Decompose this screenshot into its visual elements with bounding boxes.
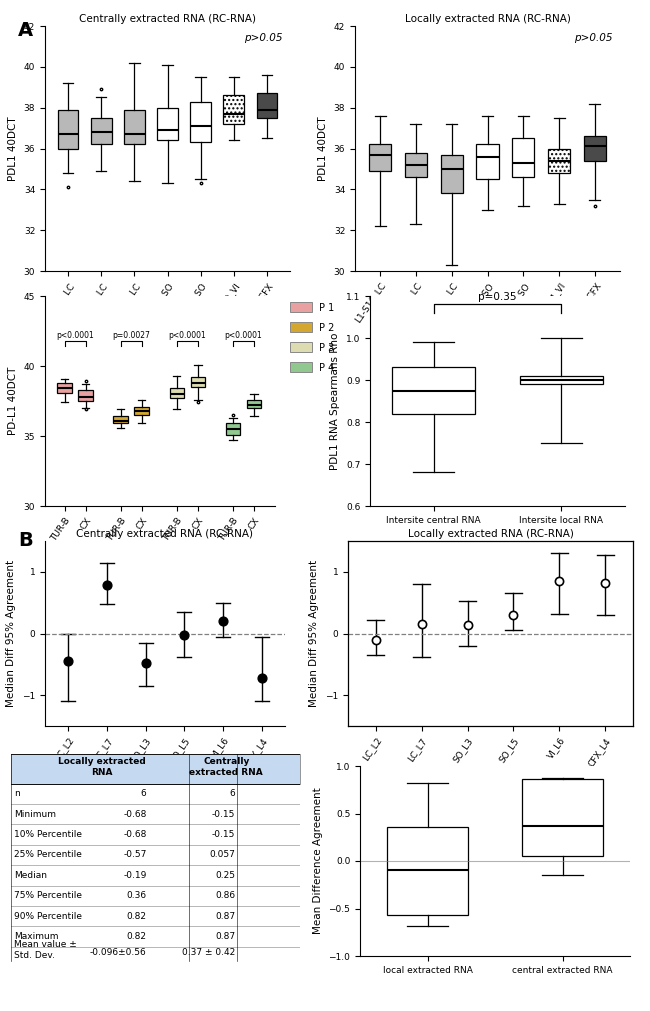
Point xyxy=(102,577,112,593)
PathPatch shape xyxy=(57,383,72,392)
Text: p<0.0001: p<0.0001 xyxy=(57,331,94,340)
Text: n: n xyxy=(14,790,20,799)
PathPatch shape xyxy=(584,136,606,161)
Point xyxy=(218,613,228,629)
PathPatch shape xyxy=(369,145,391,171)
Y-axis label: Median Diff 95% Agreement: Median Diff 95% Agreement xyxy=(309,560,319,707)
Point xyxy=(508,607,519,623)
Title: Locally extracted RNA (RC-RNA): Locally extracted RNA (RC-RNA) xyxy=(408,529,573,539)
Text: Locally extracted
RNA: Locally extracted RNA xyxy=(58,757,146,776)
Text: 0.87: 0.87 xyxy=(215,912,235,921)
Point xyxy=(179,627,190,643)
Text: 0.25: 0.25 xyxy=(215,870,235,880)
Text: Mean value ±
Std. Dev.: Mean value ± Std. Dev. xyxy=(14,940,77,959)
Title: Centrally extracted RNA (RC-RNA): Centrally extracted RNA (RC-RNA) xyxy=(79,14,256,24)
Text: 10% Percentile: 10% Percentile xyxy=(14,830,82,839)
Point xyxy=(554,573,565,589)
Text: p>0.05: p>0.05 xyxy=(244,33,283,43)
PathPatch shape xyxy=(58,110,79,149)
Y-axis label: Mean Difference Agreement: Mean Difference Agreement xyxy=(313,788,323,934)
PathPatch shape xyxy=(512,139,534,177)
Text: p<0.0001: p<0.0001 xyxy=(224,331,263,340)
Text: 0.86: 0.86 xyxy=(215,892,235,900)
PathPatch shape xyxy=(257,93,277,118)
Text: p>0.05: p>0.05 xyxy=(573,33,612,43)
Text: 75% Percentile: 75% Percentile xyxy=(14,892,82,900)
Text: B: B xyxy=(18,531,32,550)
PathPatch shape xyxy=(190,377,205,387)
PathPatch shape xyxy=(226,424,240,435)
FancyBboxPatch shape xyxy=(11,753,300,784)
Point xyxy=(600,575,610,591)
Point xyxy=(140,655,151,671)
Legend: P 1, P 2, P 3, P 4: P 1, P 2, P 3, P 4 xyxy=(285,296,341,378)
Text: A: A xyxy=(18,21,33,40)
Text: -0.15: -0.15 xyxy=(212,810,235,819)
Y-axis label: Median Diff 95% Agreement: Median Diff 95% Agreement xyxy=(6,560,16,707)
Text: 0.37 ± 0.42: 0.37 ± 0.42 xyxy=(182,948,235,957)
Point xyxy=(370,632,381,648)
Y-axis label: PDL1 RNA Spearmans Rho: PDL1 RNA Spearmans Rho xyxy=(330,333,341,470)
Point xyxy=(462,618,473,634)
Title: Locally extracted RNA (RC-RNA): Locally extracted RNA (RC-RNA) xyxy=(404,14,571,24)
Text: Median: Median xyxy=(14,870,47,880)
Text: 0.82: 0.82 xyxy=(127,912,147,921)
Text: 0.82: 0.82 xyxy=(127,932,147,941)
PathPatch shape xyxy=(522,779,603,855)
Text: p=0.35: p=0.35 xyxy=(478,292,517,302)
Text: -0.15: -0.15 xyxy=(212,830,235,839)
Y-axis label: PDL1 40DCT: PDL1 40DCT xyxy=(8,116,18,181)
PathPatch shape xyxy=(387,827,468,915)
PathPatch shape xyxy=(393,367,475,413)
Text: -0.096±0.56: -0.096±0.56 xyxy=(90,948,147,957)
PathPatch shape xyxy=(114,417,128,424)
Text: Centrally
extracted RNA: Centrally extracted RNA xyxy=(189,757,263,776)
Text: 6: 6 xyxy=(229,790,235,799)
PathPatch shape xyxy=(91,118,112,145)
Text: p<0.0001: p<0.0001 xyxy=(168,331,206,340)
PathPatch shape xyxy=(224,95,244,124)
PathPatch shape xyxy=(548,149,570,173)
PathPatch shape xyxy=(246,399,261,408)
Point xyxy=(257,670,267,686)
Text: 0.057: 0.057 xyxy=(209,850,235,859)
PathPatch shape xyxy=(79,390,93,401)
Text: 6: 6 xyxy=(141,790,147,799)
Text: -0.68: -0.68 xyxy=(124,830,147,839)
PathPatch shape xyxy=(170,388,184,398)
PathPatch shape xyxy=(135,406,149,415)
PathPatch shape xyxy=(157,107,177,141)
Text: -0.68: -0.68 xyxy=(124,810,147,819)
Y-axis label: PD-L1 40DCT: PD-L1 40DCT xyxy=(8,367,18,435)
Text: p=0.0027: p=0.0027 xyxy=(112,331,150,340)
Title: Centrally extracted RNA (RC-RNA): Centrally extracted RNA (RC-RNA) xyxy=(77,529,254,539)
PathPatch shape xyxy=(476,145,499,179)
Text: 0.36: 0.36 xyxy=(127,892,147,900)
Y-axis label: PDL1 40DCT: PDL1 40DCT xyxy=(318,116,328,181)
PathPatch shape xyxy=(190,101,211,143)
PathPatch shape xyxy=(405,153,427,177)
PathPatch shape xyxy=(124,110,145,145)
Point xyxy=(417,616,427,632)
Text: -0.57: -0.57 xyxy=(124,850,147,859)
Text: Minimum: Minimum xyxy=(14,810,56,819)
Text: 0.87: 0.87 xyxy=(215,932,235,941)
PathPatch shape xyxy=(520,376,603,384)
Text: 90% Percentile: 90% Percentile xyxy=(14,912,82,921)
Point xyxy=(63,653,73,669)
PathPatch shape xyxy=(441,155,463,193)
Text: 25% Percentile: 25% Percentile xyxy=(14,850,82,859)
Text: -0.19: -0.19 xyxy=(124,870,147,880)
Text: Maximum: Maximum xyxy=(14,932,58,941)
